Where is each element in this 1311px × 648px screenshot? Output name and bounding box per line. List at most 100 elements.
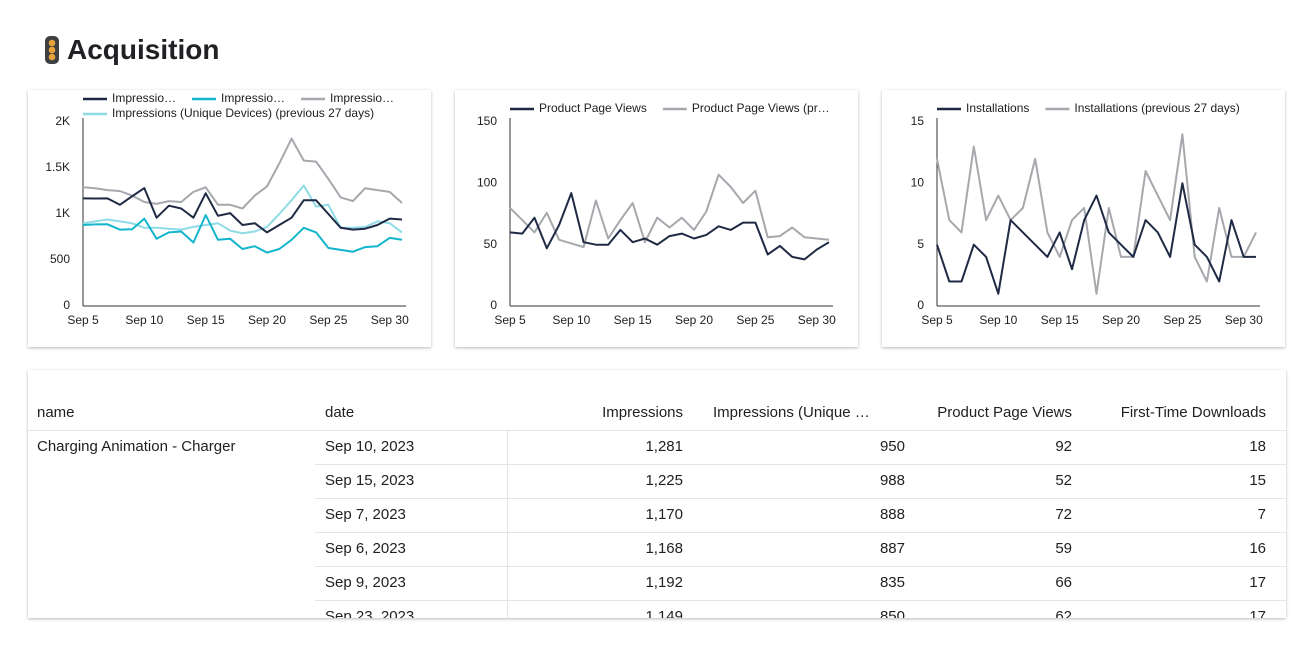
y-tick-label: 1K (55, 206, 70, 220)
x-tick-label: Sep 25 (736, 313, 774, 327)
y-tick-label: 50 (484, 237, 498, 251)
table-cell: 887 (879, 540, 905, 557)
page-header: Acquisition (42, 32, 219, 68)
series-line (82, 214, 403, 254)
table-cell: 7 (1257, 506, 1266, 523)
legend-item: Impressions (Unique Devices) (previous 2… (83, 106, 374, 120)
table-cell: 1,149 (645, 608, 683, 618)
y-tick-label: 0 (490, 298, 497, 312)
column-divider (1088, 431, 1092, 618)
legend-item: Impressio… (192, 91, 285, 105)
legend-item: Product Page Views (510, 101, 647, 115)
table-cell: 950 (879, 438, 905, 455)
table-cell: 988 (879, 472, 905, 489)
legend-item: Product Page Views (pr… (662, 101, 830, 115)
series-line (509, 192, 830, 261)
x-tick-label: Sep 10 (979, 313, 1017, 327)
legend-item: Installations (previous 27 days) (1045, 101, 1240, 115)
legend-item: Impressio… (83, 91, 176, 105)
table-cell: 1,281 (645, 438, 683, 455)
series-line (82, 187, 403, 234)
column-header: name (37, 404, 75, 421)
series-line (936, 133, 1257, 295)
y-tick-label: 5 (917, 237, 924, 251)
table-cell: 850 (879, 608, 905, 618)
x-tick-label: Sep 20 (248, 313, 286, 327)
legend-label: Installations (previous 27 days) (1074, 101, 1239, 115)
legend-label: Installations (966, 101, 1029, 115)
table-cell: 59 (1055, 540, 1072, 557)
row-divider (315, 566, 1286, 567)
column-divider (703, 431, 707, 618)
data-table: name date Impressions Impressions (Unique …… (28, 370, 1286, 618)
column-header: First-Time Downloads (1120, 404, 1266, 421)
x-tick-label: Sep 25 (309, 313, 347, 327)
chart-card: 0 5 10 15 Sep 5 Sep 10 Sep 15 Sep 20 Sep 25 Sep 3… (882, 90, 1285, 347)
table-cell: 888 (879, 506, 905, 523)
row-divider (315, 498, 1286, 499)
table-cell: 62 (1055, 608, 1072, 618)
x-tick-label: Sep 25 (1163, 313, 1201, 327)
x-tick-label: Sep 15 (1041, 313, 1079, 327)
table-cell: 1,225 (645, 472, 683, 489)
y-tick-label: 500 (50, 252, 70, 266)
table-cell: 18 (1249, 438, 1266, 455)
series-line (936, 182, 1256, 295)
chart: 0 50 100 150 Sep 5 Sep 10 Sep 15 Sep 20 Sep 25 Se… (477, 101, 836, 327)
table-cell: 66 (1055, 574, 1072, 591)
x-tick-label: Sep 10 (125, 313, 163, 327)
column-divider (894, 431, 898, 618)
table-cell: 16 (1249, 540, 1266, 557)
table-cell: Sep 7, 2023 (325, 506, 406, 523)
legend-label: Impressions (Unique Devices) (previous 2… (112, 106, 374, 120)
legend-label: Product Page Views (539, 101, 647, 115)
table-cell: 52 (1055, 472, 1072, 489)
column-header: Impressions (602, 404, 683, 421)
table-cell: 17 (1249, 574, 1266, 591)
y-tick-label: 10 (911, 176, 925, 190)
table-cell: Sep 9, 2023 (325, 574, 406, 591)
x-tick-label: Sep 15 (187, 313, 225, 327)
row-divider (315, 600, 1286, 601)
chart-card: 0 500 1K 1.5K 2K Sep 5 Sep 10 Sep 15 Sep 20 Sep 2… (28, 90, 431, 347)
table-cell: Sep 10, 2023 (325, 438, 415, 455)
y-tick-label: 2K (55, 114, 70, 128)
name-cell: Charging Animation - Charger (37, 438, 236, 455)
x-tick-label: Sep 10 (552, 313, 590, 327)
row-divider (315, 532, 1286, 533)
y-tick-label: 1.5K (45, 160, 70, 174)
legend-item: Impressio… (301, 91, 394, 105)
table-cell: 92 (1055, 438, 1072, 455)
x-tick-label: Sep 30 (798, 313, 836, 327)
y-tick-label: 0 (63, 298, 70, 312)
table-cell: Sep 15, 2023 (325, 472, 415, 489)
x-tick-label: Sep 30 (371, 313, 409, 327)
legend-label: Impressio… (221, 91, 285, 105)
x-tick-label: Sep 5 (494, 313, 526, 327)
page-title: Acquisition (67, 34, 220, 65)
header-divider (28, 430, 1286, 431)
x-tick-label: Sep 20 (675, 313, 713, 327)
y-tick-label: 150 (477, 114, 497, 128)
legend-label: Impressio… (112, 91, 176, 105)
table-cell: 15 (1249, 472, 1266, 489)
x-tick-label: Sep 5 (67, 313, 99, 327)
x-tick-label: Sep 5 (921, 313, 953, 327)
table-cell: 835 (879, 574, 905, 591)
table-cell: 1,192 (645, 574, 683, 591)
table-cell: 17 (1249, 608, 1266, 618)
y-tick-label: 0 (917, 298, 924, 312)
column-divider (507, 431, 508, 618)
column-header: Impressions (Unique … (713, 404, 870, 421)
table-cell: Sep 23, 2023 (325, 608, 415, 618)
x-tick-label: Sep 15 (614, 313, 652, 327)
chart: 0 5 10 15 Sep 5 Sep 10 Sep 15 Sep 20 Sep 25 Sep 3… (911, 101, 1263, 327)
chart-card: 0 50 100 150 Sep 5 Sep 10 Sep 15 Sep 20 Sep 25 Se… (455, 90, 858, 347)
x-tick-label: Sep 20 (1102, 313, 1140, 327)
y-tick-label: 100 (477, 176, 497, 190)
series-line (82, 137, 403, 210)
legend-label: Impressio… (330, 91, 394, 105)
table-cell: Sep 6, 2023 (325, 540, 406, 557)
column-header: Product Page Views (937, 404, 1072, 421)
